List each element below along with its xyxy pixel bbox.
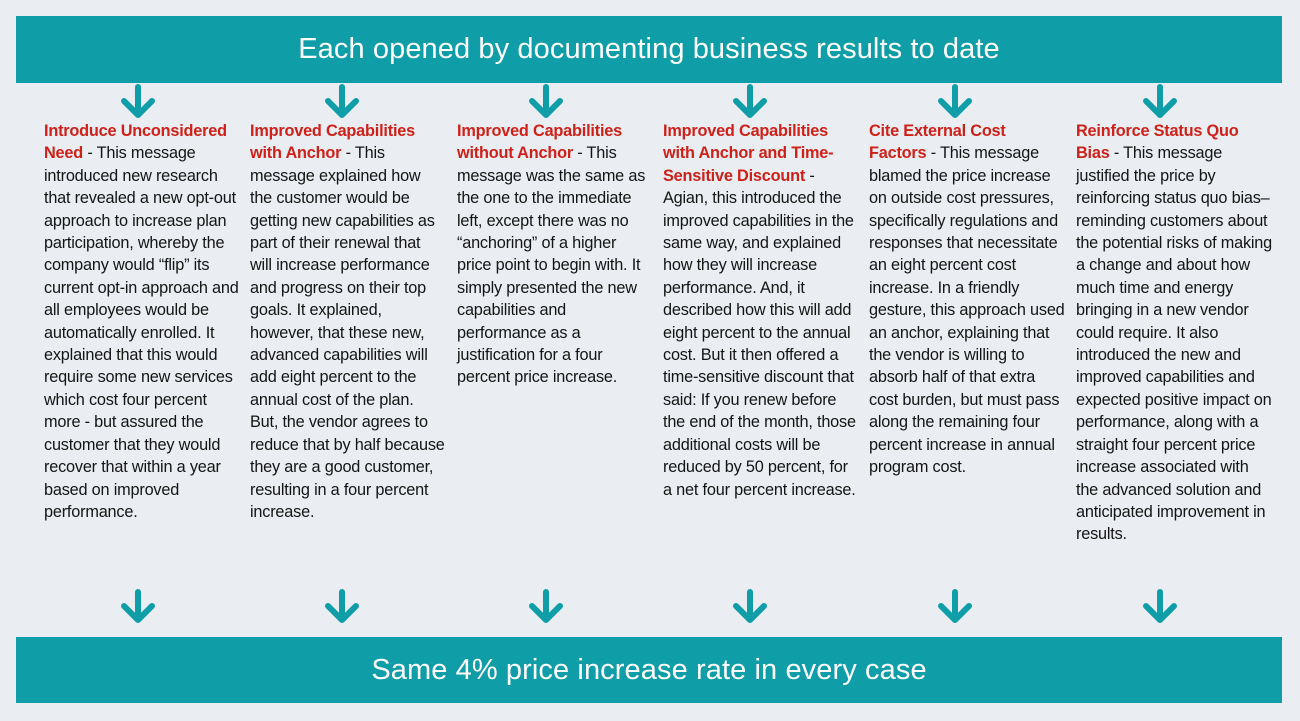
top-banner-title: Each opened by documenting business resu… (298, 33, 1000, 65)
column-external-cost-factors: Cite External Cost Factors - This messag… (869, 120, 1065, 479)
arrow-down-icon (320, 588, 364, 628)
column-heading: Improved Capabilities without Anchor (457, 122, 622, 163)
top-banner: Each opened by documenting business resu… (16, 16, 1282, 83)
column-heading: Introduce Unconsidered Need (44, 122, 227, 163)
column-heading: Improved Capabilities with Anchor (250, 122, 415, 163)
bottom-banner-title: Same 4% price increase rate in every cas… (371, 653, 927, 686)
column-body: - Agian, this introduced the improved ca… (663, 166, 856, 499)
arrow-down-icon (116, 83, 160, 123)
arrow-down-icon (524, 83, 568, 123)
arrow-down-icon (320, 83, 364, 123)
arrow-down-icon (933, 83, 977, 123)
column-body: - This message was the same as the one t… (457, 144, 646, 387)
column-heading: Cite External Cost Factors (869, 122, 1006, 163)
arrow-down-icon (524, 588, 568, 628)
arrow-down-icon (728, 588, 772, 628)
column-body: - This message introduced new research t… (44, 144, 239, 521)
arrow-down-icon (116, 588, 160, 628)
column-capabilities-with-anchor: Improved Capabilities with Anchor - This… (250, 120, 446, 523)
column-unconsidered-need: Introduce Unconsidered Need - This messa… (44, 120, 242, 523)
arrow-down-icon (728, 83, 772, 123)
column-heading: Improved Capabilities with Anchor and Ti… (663, 122, 834, 185)
column-capabilities-without-anchor: Improved Capabilities without Anchor - T… (457, 120, 653, 389)
arrow-down-icon (1138, 83, 1182, 123)
column-anchor-time-sensitive: Improved Capabilities with Anchor and Ti… (663, 120, 859, 501)
arrow-down-icon (1138, 588, 1182, 628)
column-body: - This message justified the price by re… (1076, 144, 1273, 544)
arrow-down-icon (933, 588, 977, 628)
column-body: - This message explained how the custome… (250, 144, 445, 521)
column-body: - This message blamed the price increase… (869, 144, 1065, 477)
bottom-banner: Same 4% price increase rate in every cas… (16, 637, 1282, 703)
column-heading: Reinforce Status Quo Bias (1076, 122, 1239, 163)
column-status-quo-bias: Reinforce Status Quo Bias - This message… (1076, 120, 1272, 546)
